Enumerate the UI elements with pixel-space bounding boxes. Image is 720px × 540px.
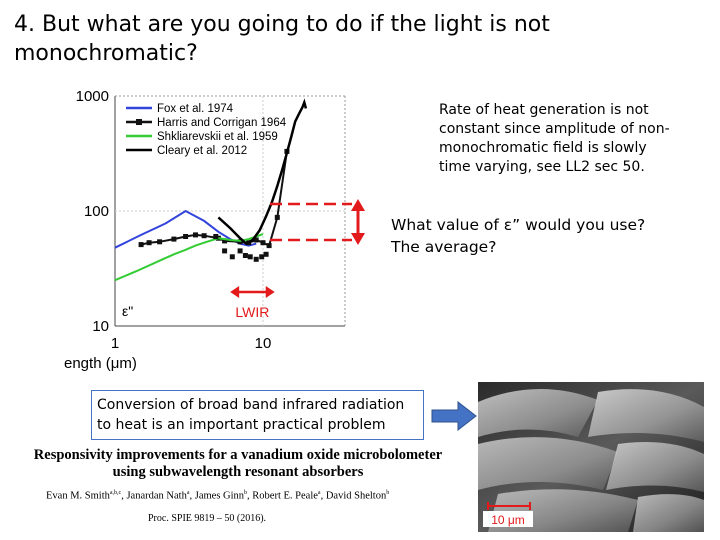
y-tick-10: 10 <box>92 318 109 335</box>
variation-range-marker <box>270 199 365 245</box>
data-point <box>201 233 207 239</box>
lwir-arrowhead-right <box>265 286 275 298</box>
sem-micrograph: 10 μm <box>478 382 704 532</box>
author-name: David Shelton <box>325 490 387 502</box>
data-point <box>157 239 163 245</box>
data-point <box>260 240 266 246</box>
author-affiliation-mark: a <box>317 490 321 496</box>
paper-title: Responsivity improvements for a vanadium… <box>33 447 443 480</box>
scatter-point <box>263 251 269 257</box>
data-point <box>146 240 152 246</box>
author-name: Robert E. Peale <box>252 490 318 502</box>
data-point <box>222 238 228 244</box>
author-affiliation-mark: a,b,c <box>109 490 122 496</box>
series-line-fox-et-al-1974 <box>114 209 257 249</box>
scatter-point <box>253 256 259 262</box>
y-tick-100: 100 <box>84 203 109 220</box>
legend-label: Fox et al. 1974 <box>157 103 234 115</box>
paper-citation: Proc. SPIE 9819 – 50 (2016). <box>148 513 267 524</box>
data-point <box>253 237 259 243</box>
chart-series <box>114 98 308 282</box>
author-name: James Ginn <box>194 490 245 502</box>
range-arrowhead-down <box>351 233 365 245</box>
lwir-band-arrow: LWIR <box>230 286 275 320</box>
data-point <box>138 242 144 248</box>
legend-label: Cleary et al. 2012 <box>157 145 247 157</box>
scatter-point <box>259 254 265 260</box>
scatter-point <box>229 254 235 260</box>
series-line-shkliarevskii-et-al-1959 <box>114 233 264 282</box>
scatter-point <box>247 254 253 260</box>
data-point <box>171 236 177 242</box>
permittivity-chart: 1000 100 10 1 10 ength (μm) ε" Fox et al… <box>64 88 346 372</box>
author-name: Evan M. Smith <box>46 490 110 502</box>
scale-label: 10 μm <box>491 513 525 527</box>
x-axis-label: ength (μm) <box>64 355 137 372</box>
lwir-arrowhead-left <box>230 286 240 298</box>
scatter-point <box>237 248 243 254</box>
x-tick-10: 10 <box>255 335 272 352</box>
range-arrowhead-up <box>351 199 365 211</box>
data-point <box>274 214 280 220</box>
author-affiliation-mark: b <box>244 490 248 496</box>
conversion-note-box: Conversion of broad band infrared radiat… <box>91 390 424 440</box>
data-point <box>183 234 189 239</box>
legend-marker <box>136 119 142 125</box>
data-point <box>193 232 198 238</box>
heat-generation-note: Rate of heat generation is not constant … <box>439 102 670 175</box>
y-tick-1000: 1000 <box>76 88 109 105</box>
plot-axes <box>114 95 346 327</box>
series-line-cleary-et-al-2012 <box>217 98 308 246</box>
y-axis-label: ε" <box>122 303 133 319</box>
legend-label: Harris and Corrigan 1964 <box>157 117 287 129</box>
lwir-label: LWIR <box>235 304 269 320</box>
scale-label-bg <box>483 511 533 527</box>
slide-title: 4. But what are you going to do if the l… <box>14 12 550 66</box>
scatter-point <box>222 248 228 254</box>
average-question: What value of ε” would you use? The aver… <box>391 216 646 256</box>
chart-legend: Fox et al. 1974 Harris and Corrigan 1964 S… <box>126 103 287 157</box>
data-point <box>266 243 272 249</box>
legend-label: Shkliarevskii et al. 1959 <box>157 131 278 143</box>
paper-authors: Evan M. Smitha,b,c, Janardan Natha, Jame… <box>46 490 390 502</box>
author-affiliation-mark: b <box>386 490 390 496</box>
x-tick-1: 1 <box>111 335 119 352</box>
scatter-point <box>213 234 219 239</box>
arrow-right-icon <box>431 400 477 432</box>
scatter-point <box>242 253 248 258</box>
series-line-harris-and-corrigan-1964 <box>140 151 288 248</box>
author-affiliation-mark: a <box>186 490 190 496</box>
author-name: Janardan Nath <box>126 490 187 502</box>
